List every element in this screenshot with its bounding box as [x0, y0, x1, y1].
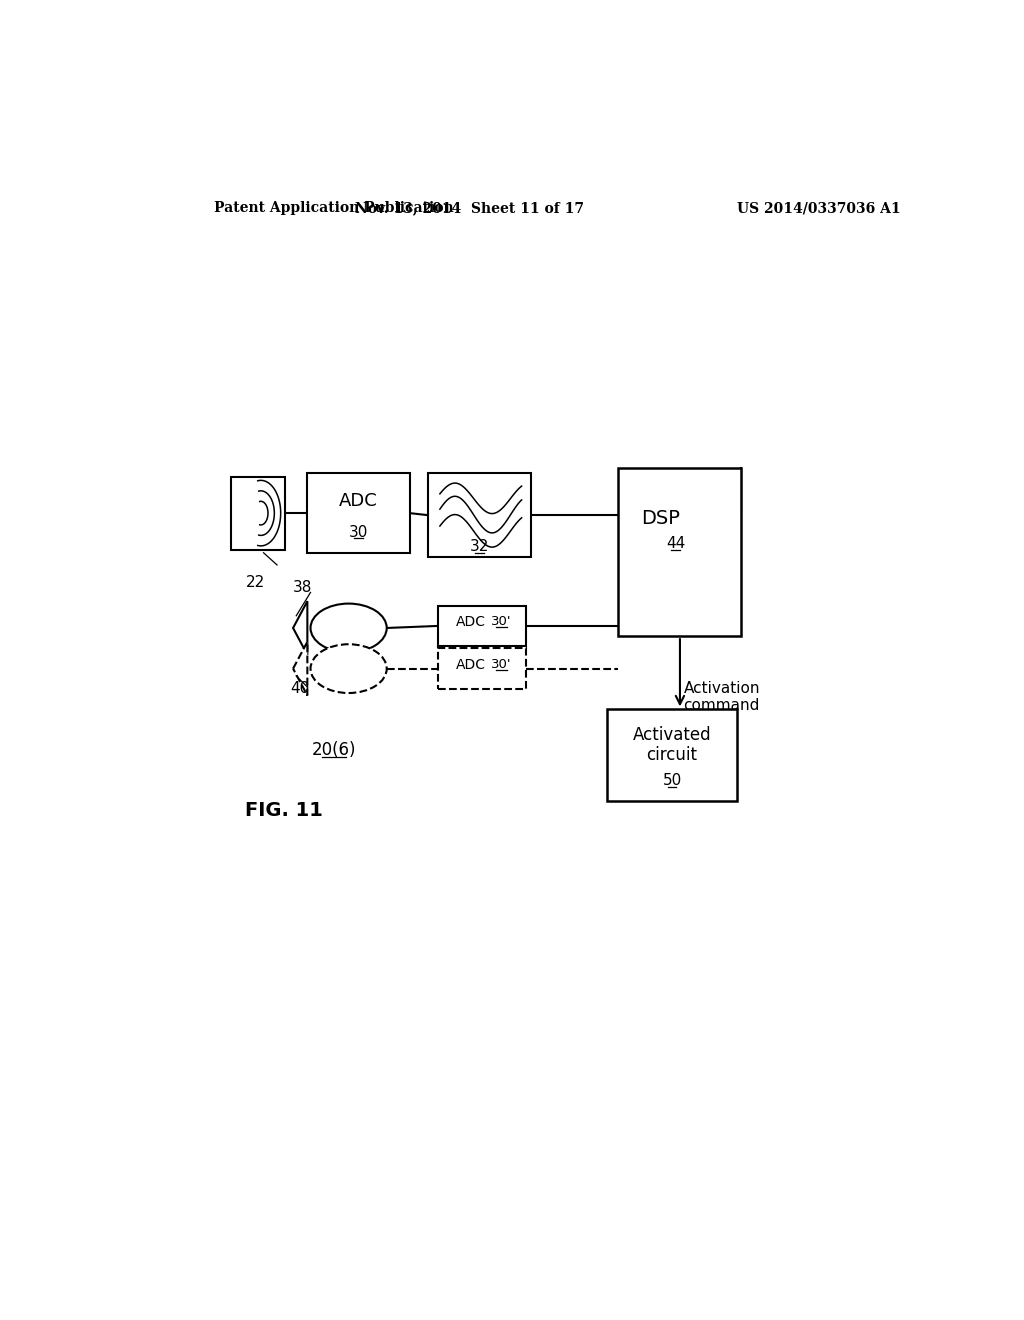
Text: 20(6): 20(6)	[312, 741, 356, 759]
FancyBboxPatch shape	[428, 474, 531, 557]
Ellipse shape	[310, 603, 387, 652]
Text: US 2014/0337036 A1: US 2014/0337036 A1	[736, 201, 900, 215]
Polygon shape	[293, 642, 307, 696]
Text: 38: 38	[293, 579, 312, 595]
FancyBboxPatch shape	[437, 606, 526, 647]
Text: ADC: ADC	[457, 615, 486, 628]
Text: circuit: circuit	[646, 746, 697, 764]
Text: ADC: ADC	[457, 657, 486, 672]
Text: DSP: DSP	[641, 510, 680, 528]
FancyBboxPatch shape	[437, 648, 526, 689]
Text: 40: 40	[290, 681, 309, 697]
Text: 44: 44	[666, 536, 685, 552]
Text: 22: 22	[246, 574, 264, 590]
Text: Patent Application Publication: Patent Application Publication	[214, 201, 454, 215]
Text: 50: 50	[663, 774, 682, 788]
FancyBboxPatch shape	[606, 709, 737, 801]
FancyBboxPatch shape	[306, 474, 410, 553]
Text: 30: 30	[348, 524, 368, 540]
FancyBboxPatch shape	[618, 469, 741, 636]
Text: Nov. 13, 2014  Sheet 11 of 17: Nov. 13, 2014 Sheet 11 of 17	[354, 201, 584, 215]
Text: Activation
command: Activation command	[684, 681, 760, 713]
Polygon shape	[293, 601, 307, 655]
Text: FIG. 11: FIG. 11	[246, 801, 324, 821]
FancyBboxPatch shape	[231, 477, 285, 549]
Text: 30': 30'	[492, 659, 512, 671]
Text: Activated: Activated	[633, 726, 712, 744]
Ellipse shape	[310, 644, 387, 693]
Text: ADC: ADC	[339, 492, 378, 511]
Text: 30': 30'	[492, 615, 512, 628]
Text: 32: 32	[470, 540, 489, 554]
